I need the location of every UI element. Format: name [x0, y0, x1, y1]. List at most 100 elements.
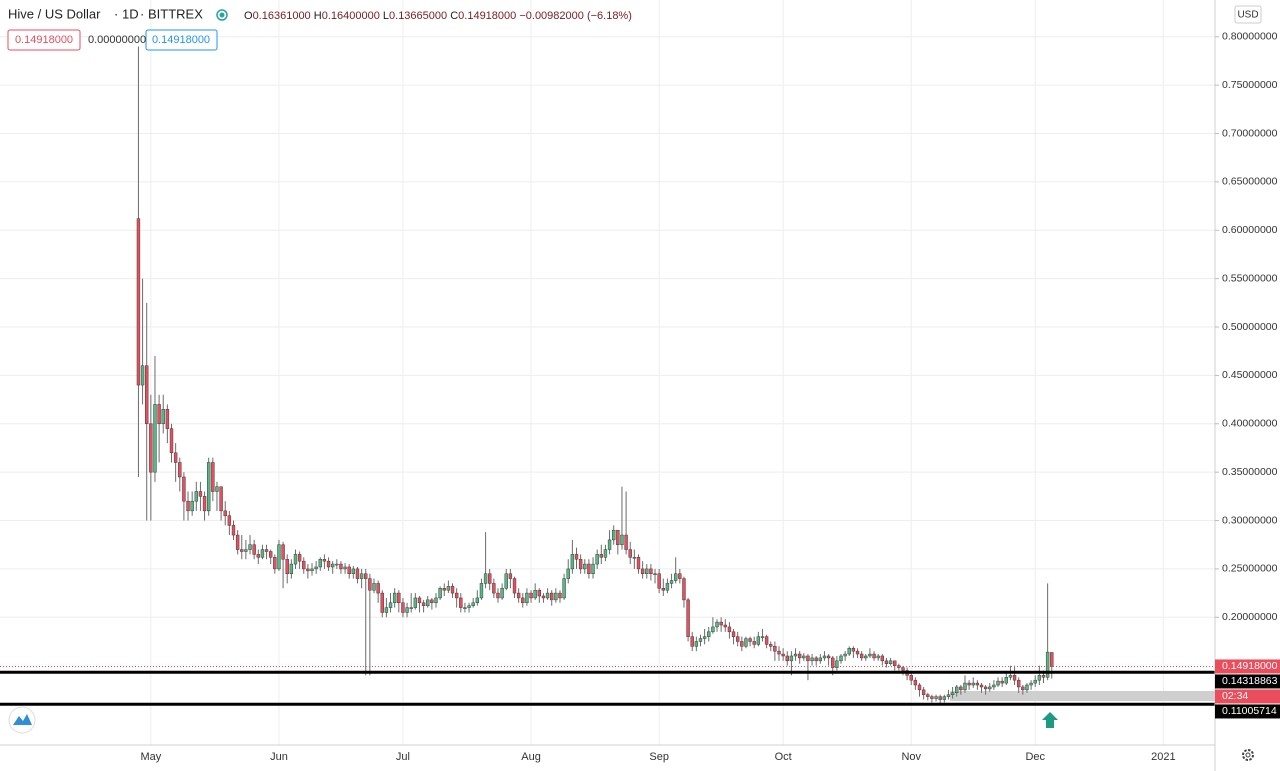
candle-body [992, 684, 996, 688]
candle-body [335, 563, 339, 566]
currency[interactable]: USD [1237, 10, 1258, 21]
x-tick-label: Jun [270, 751, 288, 763]
candle-body [698, 638, 703, 642]
candle-body [872, 653, 876, 659]
candle-body [525, 592, 529, 604]
candle-body [157, 404, 161, 425]
candle-body [430, 599, 434, 604]
candle-body [624, 534, 628, 550]
candle-body [826, 655, 831, 659]
settings-icon[interactable] [1242, 749, 1254, 761]
candle-body [446, 586, 451, 591]
candle-body [620, 534, 624, 545]
candle-body [988, 686, 992, 690]
candle-body [657, 573, 661, 589]
candle-body [669, 580, 674, 584]
candle-body [926, 694, 930, 697]
logo[interactable] [8, 706, 36, 734]
y-tick-label: 0.50000000 [1222, 321, 1278, 333]
candle-body [351, 568, 356, 574]
candle-body [293, 554, 298, 565]
candle-body [550, 592, 554, 601]
candle-body [913, 679, 918, 686]
candle-body [760, 636, 765, 638]
candle-body [583, 563, 587, 570]
candle-body [979, 684, 984, 688]
y-tick-label: 0.25000000 [1222, 563, 1278, 575]
candle-body [268, 551, 273, 558]
candle-body [364, 573, 368, 579]
candle-body [649, 568, 653, 574]
candle-body [678, 573, 682, 579]
candle-body [355, 568, 360, 579]
y-tick-label: 0.70000000 [1222, 127, 1278, 139]
candle-body [207, 462, 211, 512]
ohlc-key: C [450, 10, 458, 22]
candle-body [248, 544, 252, 550]
candle-body [723, 624, 727, 628]
candle-body [483, 573, 488, 584]
candle-body [500, 588, 504, 599]
candle-body [744, 638, 748, 647]
candle-body [595, 554, 599, 565]
candle-body [297, 554, 302, 562]
grid [0, 0, 1215, 745]
candle-body [438, 588, 442, 599]
y-tick-label: 0.80000000 [1222, 31, 1278, 43]
candle-body [211, 462, 215, 492]
candle-body [645, 568, 649, 574]
price-tag-label: 02:34 [1222, 690, 1248, 702]
y-tick-label: 0.65000000 [1222, 176, 1278, 188]
ohlc-value: 0.13665000 [389, 10, 447, 22]
change: −0.00982000 (−6.18%) [519, 10, 632, 22]
candle-body [516, 592, 521, 599]
candle-body [1033, 679, 1037, 684]
price-box-text: 0.14918000 [15, 34, 73, 46]
price-tag-label: 0.14918000 [1222, 660, 1278, 672]
candle-body [533, 589, 537, 599]
candle-body [859, 653, 864, 659]
candle-body [182, 476, 186, 502]
plot [0, 46, 1215, 706]
candle-body [901, 667, 905, 671]
candle-body [326, 560, 331, 568]
ohlc-value: 0.14918000 [458, 10, 516, 22]
y-tick-label: 0.30000000 [1222, 514, 1278, 526]
candle-body [1021, 686, 1025, 691]
candle-body [475, 597, 480, 604]
candle-body [521, 597, 525, 604]
currency-button[interactable] [1234, 5, 1262, 24]
candle-body [244, 549, 248, 552]
candle-body [578, 558, 583, 570]
candle-body [810, 657, 814, 662]
candle-body [632, 557, 637, 559]
price-tag [1215, 704, 1280, 719]
y-tick-label: 0.55000000 [1222, 272, 1278, 284]
candle-body [339, 563, 343, 570]
candle-body [368, 578, 372, 591]
candle-body [781, 653, 785, 657]
x-tick-label: Oct [775, 751, 792, 763]
exchange: BITTREX [148, 6, 203, 21]
candle-body [178, 462, 182, 478]
candle-body [822, 655, 827, 659]
candle-body [240, 549, 244, 552]
candle-body [756, 636, 761, 645]
y-tick-label: 0.20000000 [1222, 611, 1278, 623]
ohlc-value: 0.16361000 [253, 10, 311, 22]
candle-body [574, 554, 579, 560]
candle-body [719, 621, 723, 626]
candle-body [847, 647, 851, 655]
candle-body [562, 578, 566, 599]
candle-body [426, 599, 430, 606]
candle-body [417, 597, 422, 604]
candle-body [227, 515, 232, 526]
candle-body [1012, 675, 1017, 681]
candle-body [252, 544, 256, 555]
x-tick-label: Nov [901, 751, 921, 763]
ohlc-key: O [244, 10, 253, 22]
symbol: Hive / US Dollar [8, 6, 101, 21]
y-tick-label: 0.75000000 [1222, 79, 1278, 91]
